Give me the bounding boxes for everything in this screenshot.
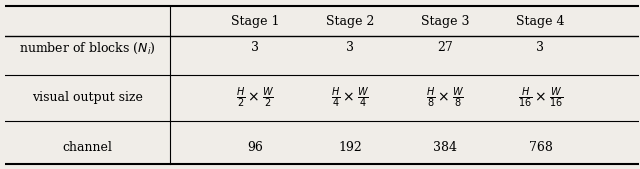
Text: $\frac{H}{2} \times \frac{W}{2}$: $\frac{H}{2} \times \frac{W}{2}$ xyxy=(236,86,275,110)
Text: Stage 1: Stage 1 xyxy=(231,15,280,28)
Text: 96: 96 xyxy=(248,141,264,154)
Text: Stage 4: Stage 4 xyxy=(516,15,564,28)
Text: 384: 384 xyxy=(433,141,458,154)
Text: 3: 3 xyxy=(536,41,545,54)
Text: 3: 3 xyxy=(346,41,355,54)
Text: $\frac{H}{16} \times \frac{W}{16}$: $\frac{H}{16} \times \frac{W}{16}$ xyxy=(518,86,563,110)
Text: 768: 768 xyxy=(529,141,552,154)
Text: number of blocks ($N_i$): number of blocks ($N_i$) xyxy=(19,40,156,56)
Text: Stage 3: Stage 3 xyxy=(421,15,470,28)
Text: Stage 2: Stage 2 xyxy=(326,15,374,28)
Text: $\frac{H}{4} \times \frac{W}{4}$: $\frac{H}{4} \times \frac{W}{4}$ xyxy=(332,86,369,110)
Text: 27: 27 xyxy=(438,41,453,54)
Text: 192: 192 xyxy=(339,141,362,154)
Text: channel: channel xyxy=(63,141,113,154)
Text: $\frac{H}{8} \times \frac{W}{8}$: $\frac{H}{8} \times \frac{W}{8}$ xyxy=(426,86,465,110)
Text: 3: 3 xyxy=(252,41,259,54)
Text: visual output size: visual output size xyxy=(32,91,143,104)
